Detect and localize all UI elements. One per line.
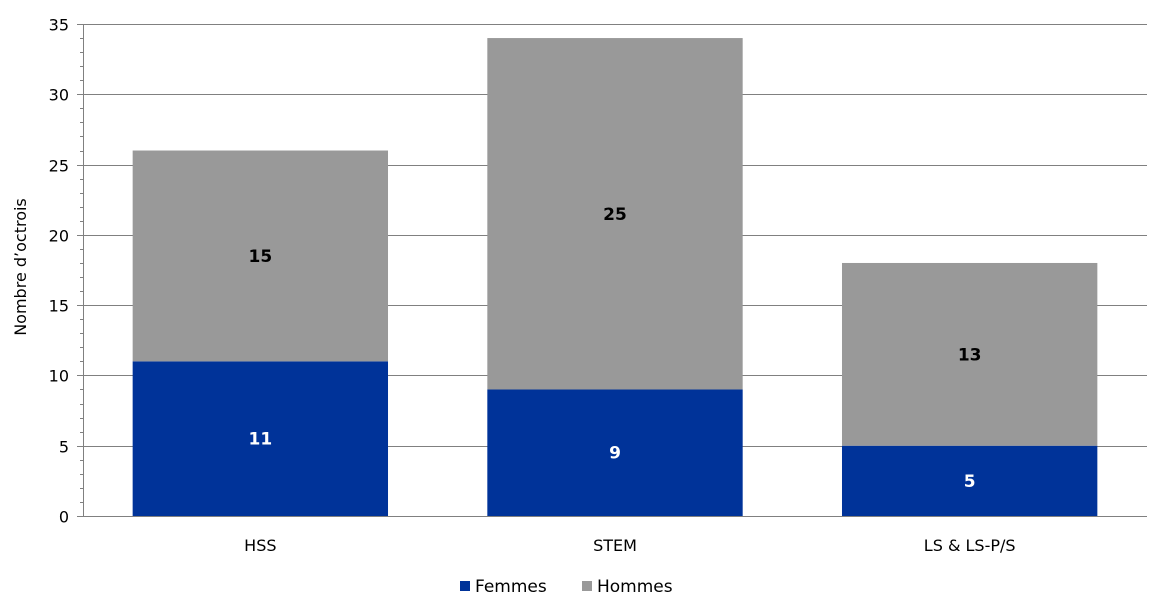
y-axis-title: Nombre d’octrois [11, 198, 30, 336]
axes: 0 5 10 15 20 25 30 35 HSS STEM LS & LS-P/S [49, 16, 1147, 555]
bar-hommes-0 [132, 150, 389, 362]
bars [132, 38, 1098, 516]
bar-femmes-0 [132, 361, 389, 516]
y-tick-label: 25 [49, 157, 69, 176]
legend-swatch-femmes [460, 581, 470, 591]
y-tick-label: 10 [49, 367, 69, 386]
x-tick-label: HSS [244, 536, 276, 555]
y-tick-label: 5 [59, 438, 69, 457]
data-label-femmes: 11 [248, 430, 272, 450]
legend: Femmes Hommes [460, 577, 673, 597]
bar-hommes-2 [841, 262, 1098, 446]
data-labels: 11 15 9 25 5 13 [248, 205, 981, 492]
legend-label-hommes: Hommes [597, 577, 673, 597]
y-tick-label: 15 [49, 297, 69, 316]
y-tick-label: 35 [49, 16, 69, 35]
x-tick-label: STEM [593, 536, 637, 555]
data-label-femmes: 9 [609, 444, 621, 464]
data-label-hommes: 15 [248, 247, 272, 267]
bar-femmes-1 [487, 389, 743, 516]
legend-swatch-hommes [582, 581, 592, 591]
y-tick-label: 30 [49, 86, 69, 105]
y-tick-label: 20 [49, 227, 69, 246]
data-label-femmes: 5 [964, 472, 976, 492]
data-label-hommes: 13 [958, 345, 982, 365]
y-tick-label: 0 [59, 508, 69, 527]
bar-hommes-1 [487, 38, 743, 390]
bar-femmes-2 [841, 445, 1098, 516]
data-label-hommes: 25 [603, 205, 627, 225]
legend-label-femmes: Femmes [475, 577, 547, 597]
x-tick-label: LS & LS-P/S [924, 536, 1016, 555]
